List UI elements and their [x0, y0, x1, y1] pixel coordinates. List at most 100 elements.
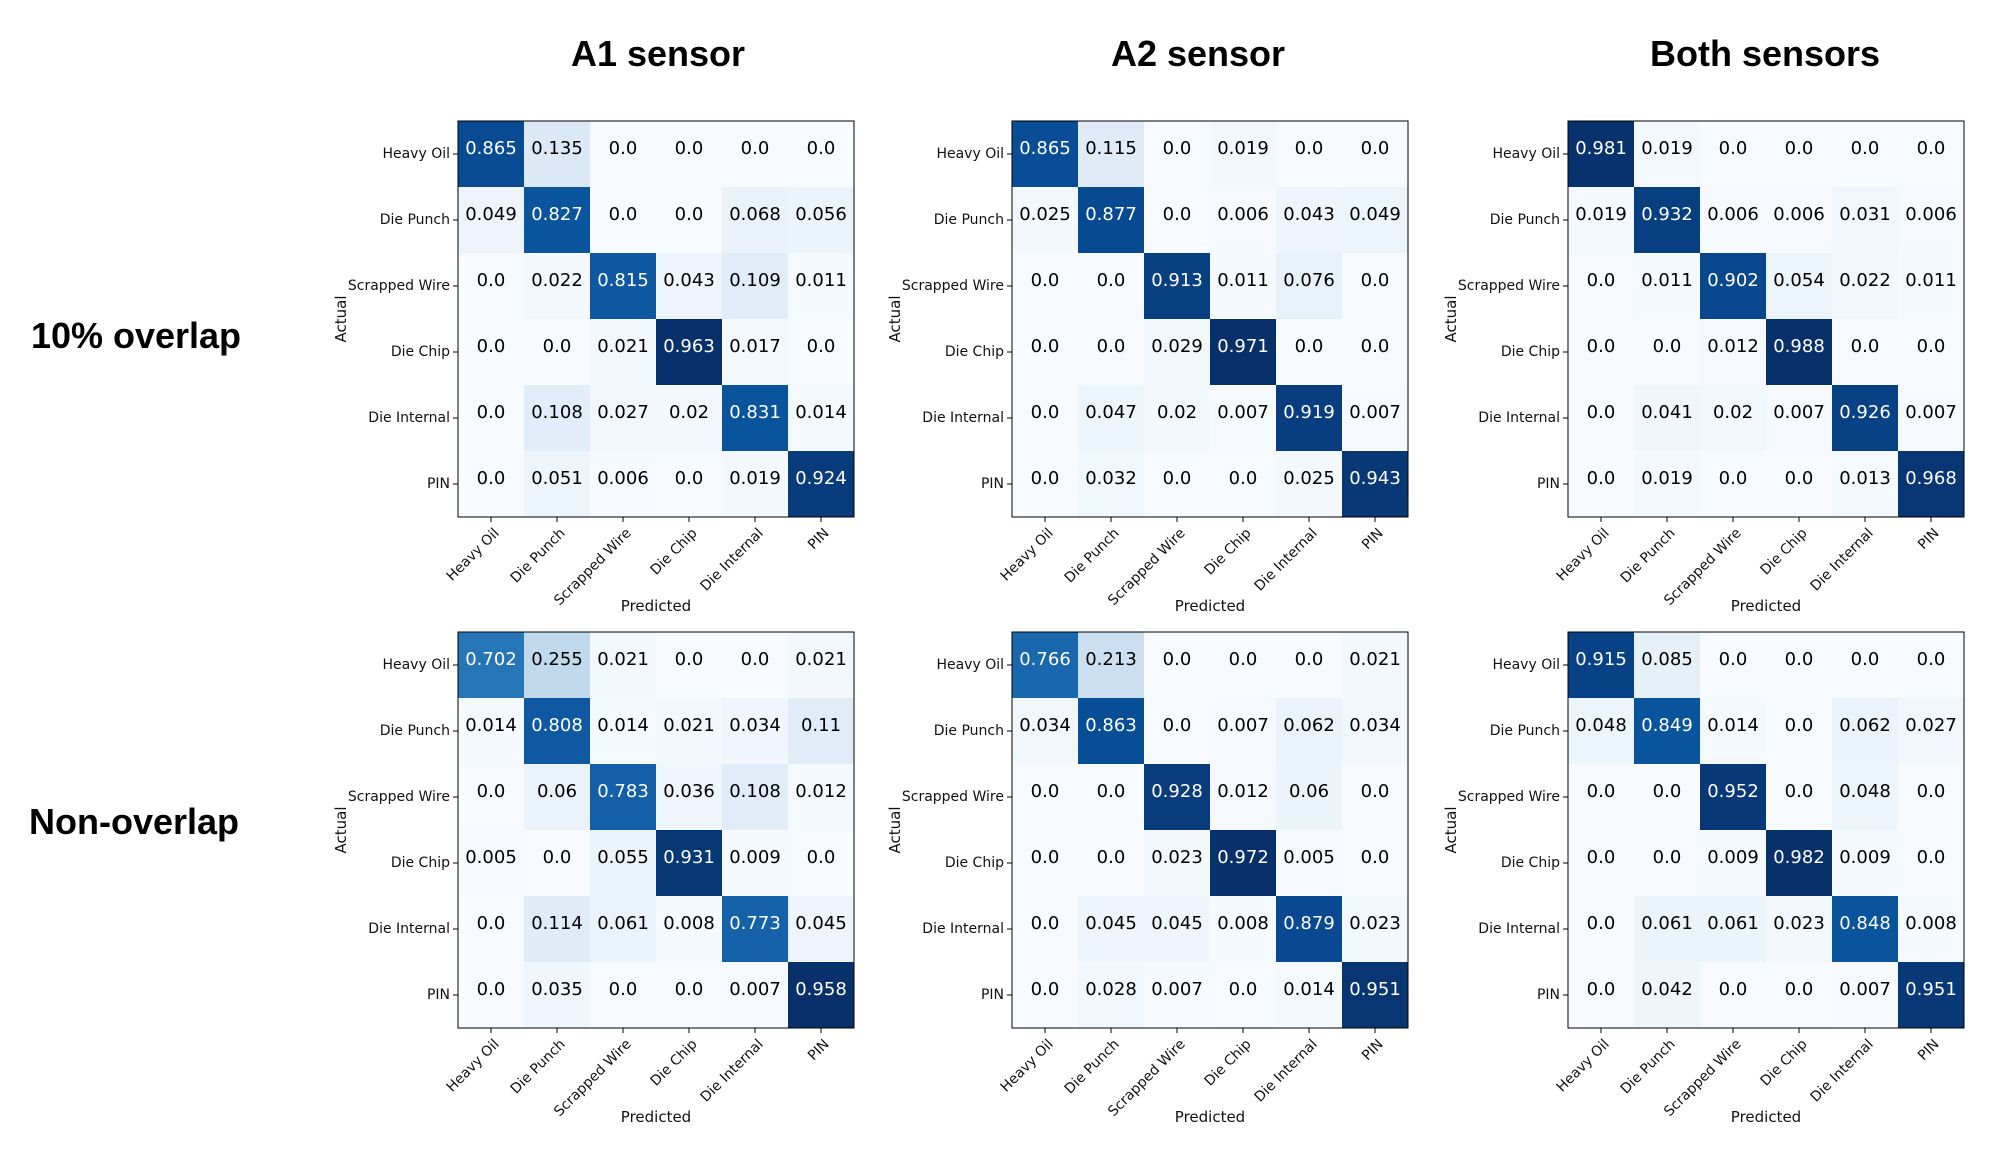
- cell-value-label: 0.042: [1641, 979, 1693, 1000]
- y-tick-label: PIN: [981, 476, 1004, 492]
- heatmap-cell: [1568, 830, 1634, 896]
- cell-value-label: 0.014: [597, 715, 649, 736]
- heatmap-cell: [1210, 632, 1276, 698]
- heatmap-cell: [1568, 698, 1634, 764]
- heatmap-cell: [1766, 187, 1832, 253]
- heatmap-cell: [1276, 698, 1342, 764]
- x-axis-label: Predicted: [1731, 597, 1801, 615]
- y-tick-label: Die Internal: [1478, 921, 1560, 937]
- heatmap-cell: [1898, 121, 1964, 187]
- cell-value-label: 0.007: [1773, 402, 1825, 423]
- heatmap-cell: [1766, 698, 1832, 764]
- confusion-matrix: 0.865 0.115 0.0 0.019 0.0 0.0 0.025 0.877 0.0 0.0…: [886, 120, 1409, 615]
- heatmap-cell: [1898, 253, 1964, 319]
- cell-value-label: 0.014: [1283, 979, 1335, 1000]
- cell-value-label: 0.061: [1707, 913, 1759, 934]
- heatmap-cell: [590, 962, 656, 1028]
- heatmap-cell: [1898, 451, 1964, 517]
- confusion-matrix: 0.981 0.019 0.0 0.0 0.0 0.0 0.019 0.932 0.006 0.0…: [1442, 120, 1965, 615]
- cell-value-label: 0.012: [795, 781, 847, 802]
- cell-value-label: 0.014: [465, 715, 517, 736]
- heatmap-cell: [1342, 253, 1408, 319]
- heatmap-cell: [1832, 896, 1898, 962]
- heatmap-cell: [590, 253, 656, 319]
- heatmap-cell: [656, 187, 722, 253]
- heatmap-cell: [1568, 121, 1634, 187]
- cell-value-label: 0.019: [1641, 468, 1693, 489]
- y-tick-label: Die Punch: [1490, 212, 1560, 228]
- cell-value-label: 0.034: [729, 715, 781, 736]
- heatmap-cell: [458, 830, 524, 896]
- heatmap-cell: [1898, 385, 1964, 451]
- cell-value-label: 0.0: [1785, 715, 1814, 736]
- cell-value-label: 0.021: [597, 649, 649, 670]
- y-tick-label: Die Chip: [391, 855, 450, 871]
- cell-value-label: 0.009: [1839, 847, 1891, 868]
- heatmap-cell: [1898, 187, 1964, 253]
- heatmap-cell: [1898, 632, 1964, 698]
- cell-value-label: 0.0: [807, 847, 836, 868]
- cell-value-label: 0.009: [1707, 847, 1759, 868]
- heatmap-cell: [590, 319, 656, 385]
- cell-value-label: 0.915: [1575, 649, 1627, 670]
- cell-value-label: 0.011: [1217, 270, 1269, 291]
- y-tick-label: Die Chip: [391, 344, 450, 360]
- cell-value-label: 0.076: [1283, 270, 1335, 291]
- cell-value-label: 0.0: [1587, 468, 1616, 489]
- cell-value-label: 0.049: [1349, 204, 1401, 225]
- cell-value-label: 0.919: [1283, 402, 1335, 423]
- heatmap-cell: [1078, 187, 1144, 253]
- heatmap-cell: [1766, 764, 1832, 830]
- cell-value-label: 0.108: [531, 402, 583, 423]
- y-tick-label: Scrapped Wire: [902, 278, 1004, 294]
- cell-value-label: 0.877: [1085, 204, 1137, 225]
- cell-value-label: 0.0: [675, 204, 704, 225]
- cell-value-label: 0.0: [609, 204, 638, 225]
- column-title-both: Both sensors: [1650, 33, 1880, 74]
- y-tick-label: Die Punch: [934, 723, 1004, 739]
- heatmap-cell: [1012, 319, 1078, 385]
- cell-value-label: 0.0: [1163, 468, 1192, 489]
- heatmap-cell: [722, 187, 788, 253]
- heatmap-cell: [656, 764, 722, 830]
- cell-value-label: 0.028: [1085, 979, 1137, 1000]
- cell-value-label: 0.0: [609, 138, 638, 159]
- cell-value-label: 0.017: [729, 336, 781, 357]
- x-tick-label: Heavy Oil: [1554, 525, 1613, 584]
- x-tick-label: Die Punch: [508, 1036, 569, 1097]
- cell-value-label: 0.0: [477, 979, 506, 1000]
- heatmap-cell: [1832, 698, 1898, 764]
- cell-value-label: 0.968: [1905, 468, 1957, 489]
- x-tick-label: PIN: [805, 1036, 833, 1064]
- cell-value-label: 0.0: [1653, 336, 1682, 357]
- cell-value-label: 0.0: [1163, 138, 1192, 159]
- cell-value-label: 0.031: [1839, 204, 1891, 225]
- cell-value-label: 0.0: [1587, 402, 1616, 423]
- heatmap-cell: [1634, 698, 1700, 764]
- y-tick-label: PIN: [1537, 476, 1560, 492]
- heatmap-cell: [1012, 830, 1078, 896]
- heatmap-cell: [1210, 830, 1276, 896]
- cell-value-label: 0.0: [1031, 468, 1060, 489]
- cell-value-label: 0.0: [1097, 847, 1126, 868]
- cell-value-label: 0.972: [1217, 847, 1269, 868]
- cell-value-label: 0.005: [465, 847, 517, 868]
- heatmap-cell: [1078, 121, 1144, 187]
- cell-value-label: 0.034: [1349, 715, 1401, 736]
- heatmap-cell: [1700, 896, 1766, 962]
- heatmap-cell: [524, 253, 590, 319]
- heatmap-cell: [1700, 385, 1766, 451]
- cell-value-label: 0.0: [1587, 847, 1616, 868]
- cell-value-label: 0.022: [531, 270, 583, 291]
- heatmap-cell: [458, 187, 524, 253]
- cell-value-label: 0.027: [1905, 715, 1957, 736]
- x-tick-label: Die Chip: [1202, 1036, 1255, 1089]
- cell-value-label: 0.021: [795, 649, 847, 670]
- y-tick-label: PIN: [427, 476, 450, 492]
- heatmap-cell: [1568, 187, 1634, 253]
- x-axis-label: Predicted: [1175, 597, 1245, 615]
- cell-value-label: 0.0: [741, 649, 770, 670]
- heatmap-cell: [1766, 121, 1832, 187]
- heatmap-cell: [1634, 187, 1700, 253]
- heatmap-cell: [1144, 962, 1210, 1028]
